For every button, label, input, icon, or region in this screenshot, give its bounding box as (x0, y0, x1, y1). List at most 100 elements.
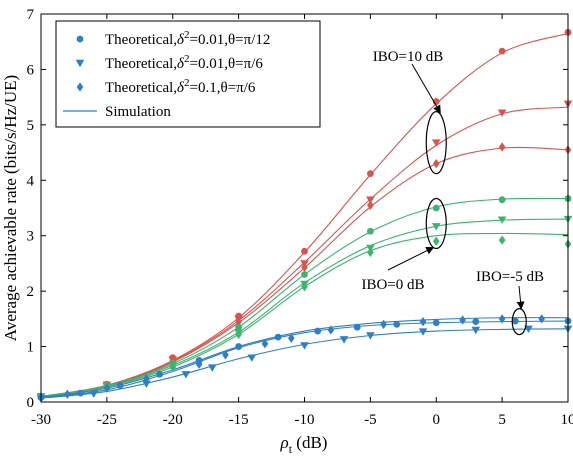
ibo-minus5db-arrow (516, 285, 525, 310)
x-tick-label-1: -25 (97, 412, 117, 428)
data-point-g2-s1-p10 (471, 326, 481, 335)
data-point-g2-s1-p11 (524, 325, 533, 334)
simulation-curve-g1-s1 (40, 218, 569, 398)
y-tick-label-3: 3 (27, 229, 35, 245)
data-point-g2-s0-p10 (432, 319, 440, 327)
data-point-g2-s1-p2 (142, 380, 151, 388)
data-point-g1-s0-p3 (235, 323, 243, 331)
legend-label-0: Theoretical,δ2=0.01,θ=π/12 (105, 29, 270, 48)
data-point-g2-s2-p13 (538, 314, 545, 324)
legend-label-2: Theoretical,δ2=0.1,θ=π/6 (105, 77, 256, 96)
y-tick-label-5: 5 (27, 118, 35, 134)
legend-swatch-1 (75, 59, 85, 68)
data-point-g0-s0-p5 (366, 170, 374, 178)
data-point-g2-s2-p12 (498, 314, 506, 324)
y-tick-label-2: 2 (27, 284, 35, 300)
data-point-g2-s0-p3 (156, 370, 163, 378)
data-point-g2-s2-p8 (327, 325, 335, 335)
data-point-g2-s2-p4 (195, 359, 203, 369)
x-axis-label-unit: (dB) (292, 433, 327, 452)
data-point-g0-s1-p6 (431, 139, 441, 147)
x-tick-label-7: 5 (498, 412, 506, 428)
data-point-g1-s1-p6 (431, 223, 441, 231)
data-point-g0-s2-p5 (367, 200, 374, 210)
y-tick-label-0: 0 (27, 395, 35, 411)
legend-box (55, 20, 321, 128)
x-tick-label-4: -10 (295, 412, 315, 428)
x-tick-label-6: 0 (433, 412, 441, 428)
data-point-g2-s1-p9 (418, 328, 428, 336)
data-point-g0-s2-p6 (432, 159, 440, 169)
data-point-g2-s2-p3 (143, 374, 150, 384)
data-point-g1-s2-p2 (169, 362, 177, 372)
x-axis-label: ρt (dB) (280, 433, 328, 456)
data-point-g2-s2-p7 (288, 333, 295, 343)
data-point-g2-s0-p12 (511, 317, 519, 325)
data-point-g2-s2-p2 (103, 383, 111, 393)
data-point-g0-s1-p7 (497, 109, 507, 117)
legend-swatch-2 (76, 82, 84, 92)
ibo-10db-arrow (411, 63, 441, 114)
data-point-g2-s2-p9 (380, 319, 387, 329)
simulation-curve-g2-s2 (40, 317, 569, 399)
legend-swatch-0 (76, 35, 84, 43)
data-point-g1-s0-p4 (301, 271, 308, 278)
ibo-0db-label: IBO=0 dB (361, 277, 424, 293)
data-point-g0-s2-p4 (301, 262, 308, 272)
simulation-curve-g2-s0 (40, 320, 569, 399)
data-point-g1-s0-p6 (432, 204, 440, 212)
y-axis-label: Average achievable rate (bits/s/Hz/UE) (1, 75, 20, 341)
data-point-g2-s2-p1 (64, 389, 71, 399)
axis-ticks: -30 -25 -20 -15 -10 -5 0 5 10 0 1 2 3 4 5 6 7 (27, 7, 573, 428)
data-point-g1-s2-p7 (498, 235, 506, 245)
simulation-curve-g1-s2 (40, 232, 569, 398)
data-point-g2-s2-p10 (419, 317, 427, 327)
data-point-g2-s2-p11 (459, 315, 466, 325)
data-point-g1-s1-p7 (497, 216, 507, 224)
data-point-g2-s1-p5 (247, 354, 257, 362)
data-point-g1-s0-p5 (366, 227, 374, 235)
data-point-g0-s2-p7 (498, 142, 506, 152)
data-point-g2-s0-p2 (116, 381, 124, 389)
data-point-g2-s0-p1 (77, 389, 84, 397)
annotations: IBO=10 dB IBO=0 dB IBO=-5 dB (361, 49, 544, 336)
data-point-g2-s1-p1 (89, 390, 98, 398)
data-point-g2-s0-p8 (353, 323, 361, 331)
data-point-g2-s1-p8 (366, 332, 375, 340)
data-point-g2-s1-p3 (181, 371, 191, 379)
theoretical-markers (36, 28, 573, 403)
legend: Theoretical,δ2=0.01,θ=π/12 Theoretical,δ2… (55, 20, 321, 128)
legend-label-3: Simulation (105, 104, 171, 120)
x-axis-label-subscript: t (289, 442, 293, 456)
ibo-0db-ellipse (425, 197, 447, 250)
data-point-g2-s0-p11 (472, 318, 480, 326)
y-tick-label-4: 4 (27, 173, 35, 189)
y-tick-label-6: 6 (27, 62, 35, 78)
x-tick-label-5: -5 (364, 412, 377, 428)
data-point-g2-s1-p7 (339, 336, 349, 344)
data-point-g1-s2-p3 (235, 329, 242, 339)
data-point-g2-s0-p6 (274, 333, 282, 341)
ibo-minus5db-label: IBO=-5 dB (476, 269, 544, 285)
data-point-g2-s0-p9 (393, 321, 401, 328)
data-point-g2-s2-p6 (261, 339, 269, 349)
data-point-g0-s2-p3 (235, 317, 242, 327)
data-point-g1-s2-p5 (367, 247, 374, 257)
y-tick-label-1: 1 (27, 340, 35, 356)
x-tick-label-0: -30 (31, 412, 51, 428)
data-point-g0-s0-p4 (301, 247, 308, 255)
data-point-g2-s0-p5 (235, 343, 243, 350)
simulation-curve-g1-s0 (40, 197, 569, 398)
ibo-10db-label: IBO=10 dB (373, 49, 444, 65)
data-point-g2-s1-p4 (207, 364, 217, 372)
data-point-g1-s0-p7 (498, 196, 506, 204)
x-axis-label-symbol: ρ (280, 433, 289, 452)
data-point-g0-s1-p5 (366, 196, 375, 204)
x-tick-label-2: -20 (163, 412, 183, 428)
x-tick-label-8: 10 (561, 412, 573, 428)
x-tick-label-3: -15 (229, 412, 249, 428)
data-point-g0-s0-p7 (498, 47, 506, 55)
data-point-g1-s2-p4 (301, 282, 308, 292)
data-point-g2-s1-p6 (300, 342, 309, 350)
